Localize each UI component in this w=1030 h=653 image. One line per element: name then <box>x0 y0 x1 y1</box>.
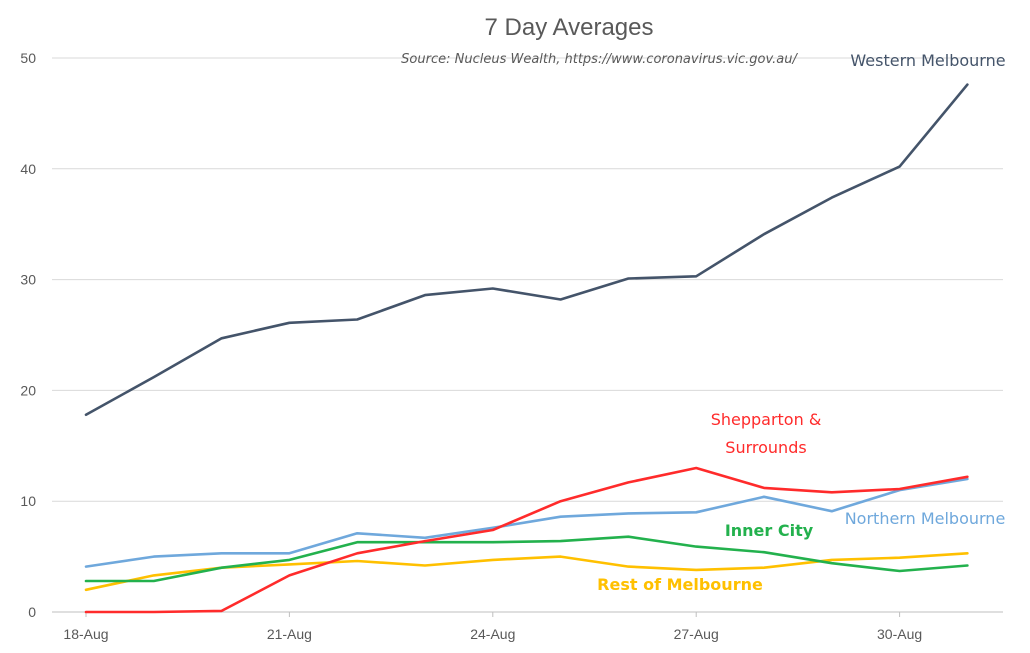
series-label-western-melbourne: Western Melbourne <box>850 51 1005 70</box>
series-label-shepparton-line-2: Surrounds <box>725 438 806 457</box>
series-label-northern-melbourne: Northern Melbourne <box>845 509 1006 528</box>
x-tick-label: 18-Aug <box>63 626 108 642</box>
y-tick-label: 10 <box>20 493 36 509</box>
y-axis-tick-labels: 0 10 20 30 40 50 <box>20 50 36 620</box>
x-axis <box>52 611 1003 617</box>
series-label-inner-city: Inner City <box>725 521 814 540</box>
y-tick-label: 50 <box>20 50 36 66</box>
chart-title: 7 Day Averages <box>485 14 654 41</box>
chart-subtitle: Source: Nucleus Wealth, https://www.coro… <box>401 52 798 67</box>
series-line-northern-melbourne <box>84 477 969 568</box>
x-tick-label: 30-Aug <box>877 626 922 642</box>
y-tick-label: 0 <box>28 604 36 620</box>
y-tick-label: 20 <box>20 382 36 398</box>
x-tick-label: 24-Aug <box>470 626 515 642</box>
y-tick-label: 30 <box>20 272 36 288</box>
series-label-shepparton-line-1: Shepparton & <box>711 410 822 429</box>
series-lines <box>84 83 969 614</box>
series-line-western-melbourne <box>84 83 969 417</box>
series-line-shepparton-surrounds <box>84 466 969 614</box>
gridlines <box>52 57 1003 502</box>
series-label-rest-of-melbourne: Rest of Melbourne <box>597 575 763 594</box>
x-axis-tick-labels: 18-Aug 21-Aug 24-Aug 27-Aug 30-Aug <box>63 626 922 642</box>
x-tick-label: 27-Aug <box>674 626 719 642</box>
x-tick-label: 21-Aug <box>267 626 312 642</box>
series-line-rest-of-melbourne <box>84 551 969 592</box>
series-labels: Western Melbourne Shepparton & Surrounds… <box>597 51 1005 594</box>
y-tick-label: 40 <box>20 161 36 177</box>
series-line-inner-city <box>84 535 969 583</box>
